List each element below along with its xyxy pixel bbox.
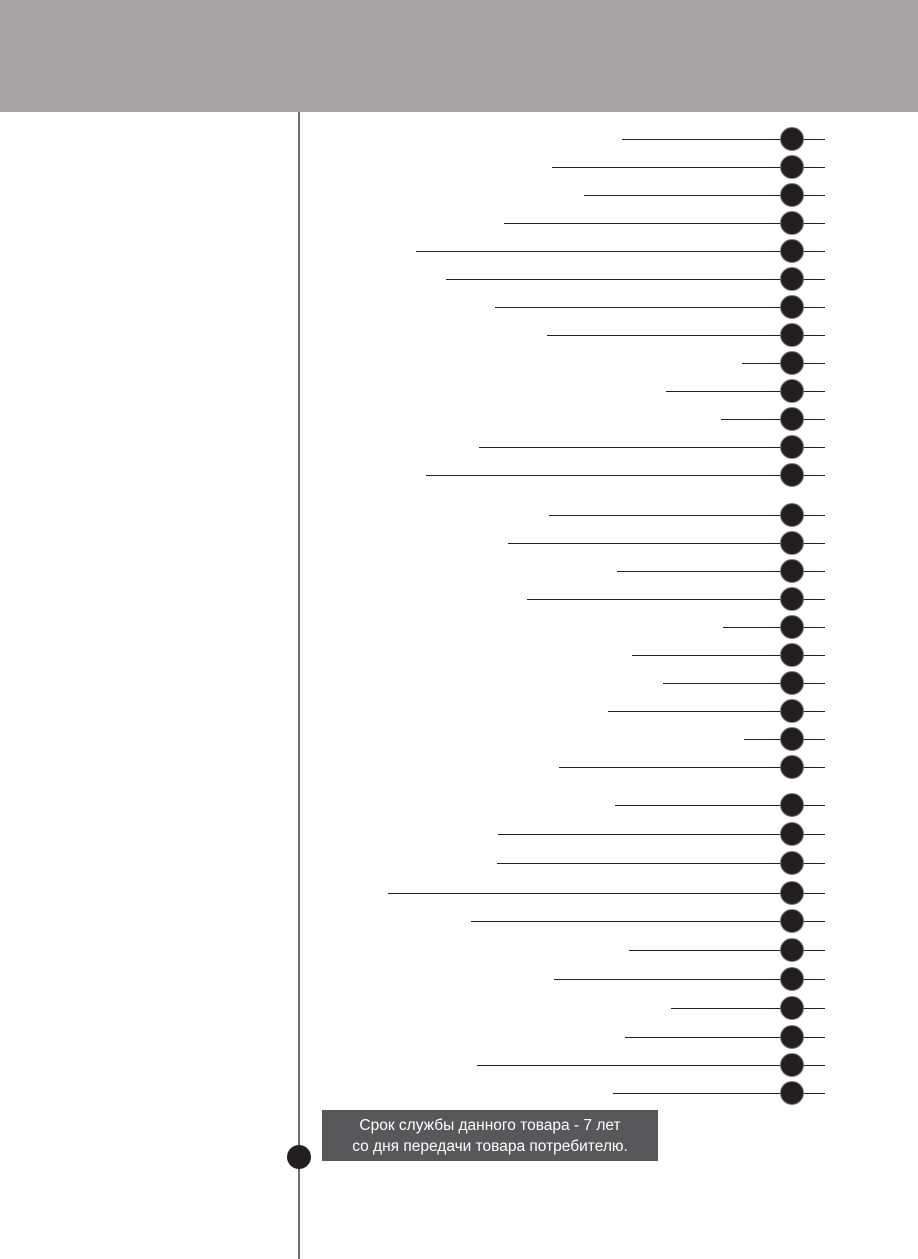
bullet-dot xyxy=(780,822,804,846)
leader-line xyxy=(498,834,825,835)
bullet-dot xyxy=(780,379,804,403)
bullet-dot xyxy=(780,183,804,207)
bullet-dot xyxy=(780,503,804,527)
leader-line xyxy=(625,1037,825,1038)
bullet-dot xyxy=(780,755,804,779)
leader-line xyxy=(508,543,825,544)
service-life-notice: Срок службы данного товара - 7 лет со дн… xyxy=(322,1110,658,1161)
leader-line xyxy=(613,1093,825,1094)
notice-line-1: Срок службы данного товара - 7 лет xyxy=(359,1117,621,1134)
leader-line xyxy=(615,805,825,806)
leader-line xyxy=(495,307,825,308)
bullet-dot xyxy=(780,587,804,611)
bullet-dot xyxy=(780,127,804,151)
bullet-dot xyxy=(780,996,804,1020)
page-header-band xyxy=(0,0,918,112)
bullet-dot xyxy=(780,267,804,291)
bullet-dot xyxy=(780,881,804,905)
leader-line xyxy=(497,863,825,864)
leader-line xyxy=(479,447,825,448)
leader-line xyxy=(477,1065,825,1066)
leader-line xyxy=(723,627,825,628)
bullet-dot xyxy=(780,615,804,639)
leader-line xyxy=(426,475,825,476)
bullet-dot xyxy=(780,463,804,487)
bullet-dot xyxy=(780,295,804,319)
leader-line xyxy=(416,251,825,252)
leader-line xyxy=(559,767,825,768)
leader-line xyxy=(671,1008,825,1009)
bullet-dot xyxy=(287,1145,311,1169)
leader-line xyxy=(554,979,825,980)
leader-line xyxy=(446,279,825,280)
leader-line xyxy=(471,921,825,922)
bullet-dot xyxy=(780,351,804,375)
leader-line xyxy=(552,167,825,168)
bullet-dot xyxy=(780,211,804,235)
leader-line xyxy=(632,655,825,656)
leader-line xyxy=(549,515,825,516)
leader-line xyxy=(622,139,825,140)
bullet-dot xyxy=(780,699,804,723)
bullet-dot xyxy=(780,1025,804,1049)
bullet-dot xyxy=(780,938,804,962)
bullet-dot xyxy=(780,559,804,583)
bullet-dot xyxy=(780,531,804,555)
leader-line xyxy=(584,195,825,196)
vertical-divider xyxy=(298,112,300,1259)
leader-line xyxy=(663,683,825,684)
leader-line xyxy=(721,419,825,420)
bullet-dot xyxy=(780,967,804,991)
leader-line xyxy=(617,571,825,572)
bullet-dot xyxy=(780,239,804,263)
leader-line xyxy=(608,711,825,712)
leader-line xyxy=(547,335,825,336)
bullet-dot xyxy=(780,155,804,179)
notice-line-2: со дня передачи товара потребителю. xyxy=(352,1138,628,1155)
leader-line xyxy=(629,950,825,951)
bullet-dot xyxy=(780,793,804,817)
bullet-dot xyxy=(780,1053,804,1077)
bullet-dot xyxy=(780,1081,804,1105)
bullet-dot xyxy=(780,643,804,667)
bullet-dot xyxy=(780,407,804,431)
leader-line xyxy=(527,599,825,600)
bullet-dot xyxy=(780,671,804,695)
bullet-dot xyxy=(780,323,804,347)
leader-line xyxy=(504,223,825,224)
bullet-dot xyxy=(780,909,804,933)
bullet-dot xyxy=(780,851,804,875)
leader-line xyxy=(388,893,825,894)
bullet-dot xyxy=(780,727,804,751)
bullet-dot xyxy=(780,435,804,459)
leader-line xyxy=(666,391,825,392)
